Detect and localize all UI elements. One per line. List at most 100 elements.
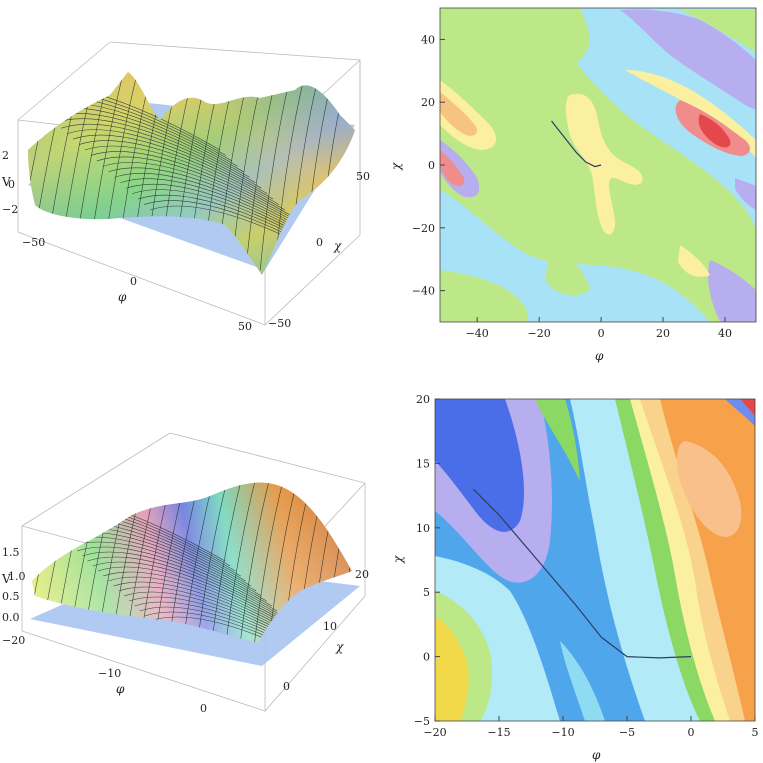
x-tick-label: 0 <box>688 726 695 739</box>
z-tick: 0.5 <box>2 590 20 603</box>
z-tick: 1.5 <box>2 546 20 559</box>
y-tick-label: −5 <box>414 715 430 728</box>
mesh-line <box>92 561 293 627</box>
mesh-line <box>129 596 330 643</box>
mesh-line <box>134 601 335 643</box>
x-tick-label: 20 <box>656 327 670 340</box>
z-tick: −2 <box>2 203 18 216</box>
mesh-line <box>144 611 345 643</box>
y-axis-ticks-top: −50 0 50 χ <box>268 170 370 330</box>
mesh-line <box>177 482 214 643</box>
y-axis-ticks-bottom: 0 10 20 χ <box>283 568 369 693</box>
x-axis-label: φ <box>118 290 127 304</box>
y-tick: 50 <box>356 170 370 183</box>
y-tick-label: 40 <box>421 33 435 46</box>
y-tick-label: 20 <box>421 96 435 109</box>
x-ticks-bottom-contour: −20 −15 −10 −5 0 5 <box>423 716 759 739</box>
y-tick-label: −20 <box>412 222 435 235</box>
x-tick: −20 <box>2 634 25 647</box>
x-axis-label: φ <box>595 349 604 363</box>
x-axis-ticks-top: −50 0 50 φ <box>22 236 252 333</box>
z-axis-label: V <box>1 572 11 586</box>
y-tick-label: −40 <box>412 285 435 298</box>
y-tick-label: 20 <box>416 393 430 406</box>
z-tick: 1.0 <box>8 570 26 583</box>
mesh-line <box>108 167 309 233</box>
y-tick-label: 0 <box>423 651 430 664</box>
mesh-line <box>139 606 340 643</box>
x-tick-label: −5 <box>619 726 635 739</box>
mesh-line <box>82 551 283 617</box>
contour-plot-bottom: −20 −15 −10 −5 0 5 −5 0 5 10 15 20 φ χ <box>380 381 763 763</box>
y-tick: 10 <box>323 620 337 633</box>
y-axis-label: χ <box>389 162 403 171</box>
surface-mesh-top <box>28 72 355 275</box>
mesh-line <box>350 482 352 643</box>
plot-frame-bottom <box>434 398 756 722</box>
z-tick: 0.0 <box>2 611 20 624</box>
x-tick: 0 <box>200 702 207 715</box>
x-axis-label: φ <box>592 748 601 762</box>
x-tick-label: −40 <box>466 327 489 340</box>
mesh-line <box>76 546 278 612</box>
mesh-line <box>192 482 228 643</box>
mesh-line <box>220 482 256 643</box>
mesh-line <box>90 151 292 216</box>
mesh-line <box>103 571 304 637</box>
z-axis-label: V <box>1 175 11 189</box>
x-tick-label: −10 <box>551 726 574 739</box>
mesh-line <box>336 482 352 643</box>
mesh-line <box>55 118 256 183</box>
x-ticks-top-contour: −40 −20 0 20 40 <box>466 317 732 340</box>
mesh-line <box>97 566 299 632</box>
mesh-line <box>61 123 262 189</box>
x-tick-label: −15 <box>487 726 510 739</box>
x-tick-label: −20 <box>528 327 551 340</box>
mesh-line <box>149 616 351 643</box>
y-axis-label: χ <box>333 239 342 253</box>
mesh-line <box>87 556 288 622</box>
x-axis-label: φ <box>116 682 125 696</box>
y-ticks-top-contour: −40 −20 0 20 40 <box>412 33 445 298</box>
mesh-line <box>264 482 298 643</box>
z-axis-ticks-top: 2 0 −2 V <box>1 149 18 216</box>
surface-mesh-bottom <box>32 482 352 643</box>
x-tick-label: 0 <box>598 327 605 340</box>
x-tick: −10 <box>98 667 121 680</box>
mesh-line <box>102 162 303 227</box>
y-tick: −50 <box>268 317 291 330</box>
trajectory-path-top <box>551 120 602 168</box>
surface-plot-top: 2 0 −2 V −50 0 50 φ −50 0 50 χ <box>0 0 380 380</box>
z-axis-ticks-bottom: 1.5 1.0 0.5 0.0 V <box>1 546 26 624</box>
y-tick-label: 10 <box>416 522 430 535</box>
mesh-line <box>206 482 242 643</box>
contour-fill-bottom <box>435 399 755 721</box>
mesh-line <box>78 140 280 205</box>
contour-plot-top-svg: −40 −20 0 20 40 −40 −20 0 20 40 φ χ <box>389 7 757 363</box>
contour-plot-bottom-svg: −20 −15 −10 −5 0 5 −5 0 5 10 15 20 φ χ <box>391 393 759 762</box>
x-tick: −50 <box>22 236 45 249</box>
x-tick: 0 <box>130 275 137 288</box>
mesh-line <box>163 482 200 643</box>
y-axis-label: χ <box>391 555 405 564</box>
z-tick: 2 <box>2 149 9 162</box>
contour-plot-top: −40 −20 0 20 40 −40 −20 0 20 40 φ χ <box>380 0 763 380</box>
mesh-line <box>73 134 274 200</box>
mesh-line <box>71 541 273 607</box>
y-tick: 0 <box>283 680 290 693</box>
x-tick-label: 40 <box>718 327 732 340</box>
z-tick: 0 <box>8 178 15 191</box>
mesh-line <box>249 482 284 643</box>
y-tick-label: 15 <box>416 457 430 470</box>
surface-plot-bottom-svg: 1.5 1.0 0.5 0.0 V −20 −10 0 φ 0 10 20 χ <box>1 432 369 715</box>
mesh-line <box>84 145 286 211</box>
y-axis-label: χ <box>335 640 344 654</box>
x-tick-label: −20 <box>423 726 446 739</box>
mesh-line <box>114 172 315 238</box>
y-tick: 0 <box>316 236 323 249</box>
y-ticks-bottom-contour: −5 0 5 10 15 20 <box>414 393 440 728</box>
surface-plot-top-svg: 2 0 −2 V −50 0 50 φ −50 0 50 χ <box>1 41 370 333</box>
x-tick-label: 5 <box>752 726 759 739</box>
y-tick: 20 <box>355 568 369 581</box>
mesh-line <box>235 482 270 643</box>
